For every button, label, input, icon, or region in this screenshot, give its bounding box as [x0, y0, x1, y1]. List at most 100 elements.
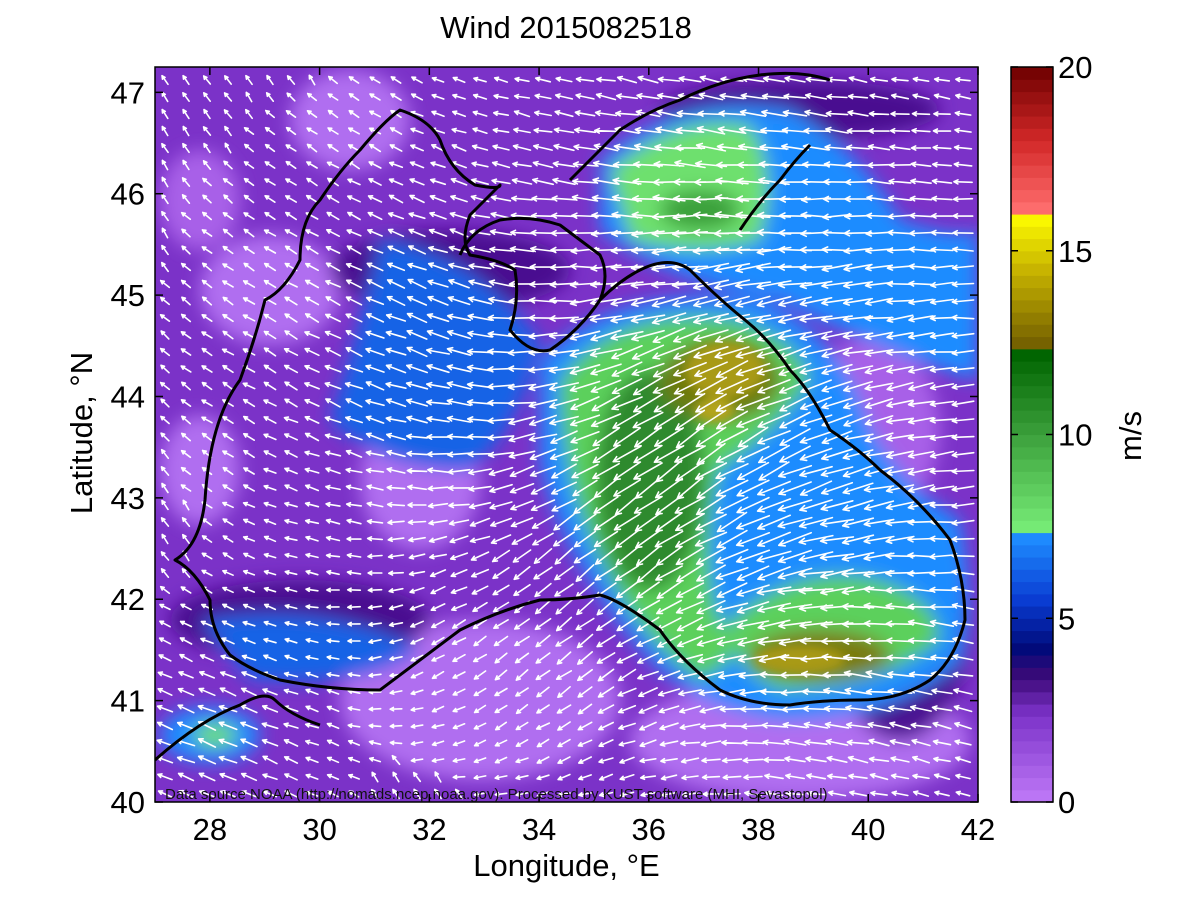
wind-arrow: [388, 570, 404, 576]
wind-arrow: [389, 723, 403, 729]
wind-arrow: [826, 93, 848, 100]
wind-arrow: [821, 397, 853, 410]
wind-arrow: [389, 740, 403, 746]
wind-arrow: [327, 127, 339, 135]
y-tick-label: 42: [111, 582, 145, 617]
wind-arrow: [696, 617, 726, 631]
wind-arrow: [864, 397, 894, 409]
wind-arrow: [573, 127, 597, 134]
wind-arrow: [452, 740, 466, 747]
wind-arrow: [263, 535, 277, 543]
wind-arrow: [156, 704, 174, 713]
wind-arrow: [326, 688, 340, 695]
wind-arrow: [610, 330, 644, 341]
wind-arrow: [365, 467, 385, 474]
wind-arrow: [224, 75, 232, 85]
wind-arrow: [222, 178, 234, 186]
wind-arrow: [554, 583, 574, 597]
wind-arrow: [553, 143, 575, 152]
wind-arrow: [452, 110, 466, 118]
wind-arrow: [284, 296, 298, 306]
wind-arrow: [261, 738, 279, 747]
wind-arrow: [657, 688, 681, 697]
wind-arrow: [426, 451, 450, 458]
wind-arrow: [326, 194, 340, 204]
wind-arrow: [843, 247, 873, 255]
wind-arrow: [263, 603, 277, 611]
wind-arrow: [469, 245, 491, 253]
wind-arrow: [410, 654, 424, 662]
wind-arrow: [284, 501, 298, 508]
wind-arrow: [756, 314, 792, 324]
wind-arrow: [757, 378, 791, 394]
wind-arrow: [715, 463, 749, 480]
wind-arrow: [202, 177, 212, 187]
wind-arrow: [160, 517, 170, 527]
wind-arrow: [824, 144, 850, 151]
wind-arrow: [452, 723, 466, 730]
wind-arrow: [203, 108, 211, 120]
wind-arrow: [719, 706, 745, 713]
wind-arrow: [678, 689, 702, 697]
wind-arrow: [327, 109, 339, 119]
wind-arrow: [392, 788, 400, 800]
wind-arrow: [222, 263, 234, 271]
wind-arrow: [557, 756, 571, 764]
wind-arrow: [694, 376, 728, 396]
wind-arrow: [263, 450, 277, 458]
wind-arrow: [431, 705, 445, 713]
wind-arrow: [222, 296, 234, 306]
wind-arrow: [182, 92, 190, 102]
wind-arrow: [735, 396, 771, 411]
wind-arrow: [533, 144, 553, 151]
wind-arrow: [597, 704, 615, 714]
wind-arrow: [820, 586, 854, 596]
wind-arrow: [886, 264, 914, 271]
wind-arrow: [326, 211, 340, 221]
wind-arrow: [467, 330, 493, 338]
wind-arrow: [263, 399, 277, 407]
wind-arrow: [696, 636, 726, 647]
wind-arrow: [891, 76, 909, 83]
wind-arrow: [799, 347, 833, 358]
wind-arrow: [391, 754, 401, 766]
wind-arrow: [262, 790, 278, 798]
wind-arrow: [886, 381, 914, 392]
wind-arrow: [912, 773, 930, 780]
wind-arrow: [219, 671, 237, 679]
wind-arrow: [448, 519, 470, 526]
wind-arrow: [492, 127, 510, 133]
wind-arrow: [326, 638, 340, 644]
wind-arrow: [805, 756, 827, 763]
wind-arrow: [823, 705, 851, 712]
wind-arrow: [713, 279, 751, 291]
wind-arrow: [242, 603, 256, 611]
wind-arrow: [954, 110, 972, 117]
wind-arrow: [325, 535, 341, 542]
wind-arrow: [912, 790, 930, 797]
wind-arrow: [529, 465, 557, 477]
wind-arrow: [284, 570, 298, 576]
wind-arrow: [514, 652, 530, 664]
wind-arrow: [530, 212, 556, 219]
wind-arrow: [348, 76, 360, 84]
wind-arrow: [933, 773, 951, 780]
wind-arrow: [390, 76, 402, 84]
wind-arrow: [864, 432, 894, 443]
wind-arrow: [326, 569, 340, 576]
wind-arrow: [784, 756, 806, 763]
wind-arrow: [803, 127, 829, 135]
wind-arrow: [799, 621, 833, 629]
wind-arrow: [348, 109, 360, 119]
wind-arrow: [736, 584, 770, 597]
wind-arrow: [592, 462, 620, 480]
wind-arrow: [178, 671, 194, 679]
wind-arrow: [304, 484, 320, 492]
wind-arrow: [819, 536, 855, 545]
wind-arrow: [534, 93, 552, 100]
wind-arrow: [951, 264, 975, 271]
wind-arrow: [305, 262, 319, 272]
wind-arrow: [181, 245, 191, 255]
wind-arrow: [387, 553, 405, 560]
wind-arrow: [779, 428, 811, 446]
